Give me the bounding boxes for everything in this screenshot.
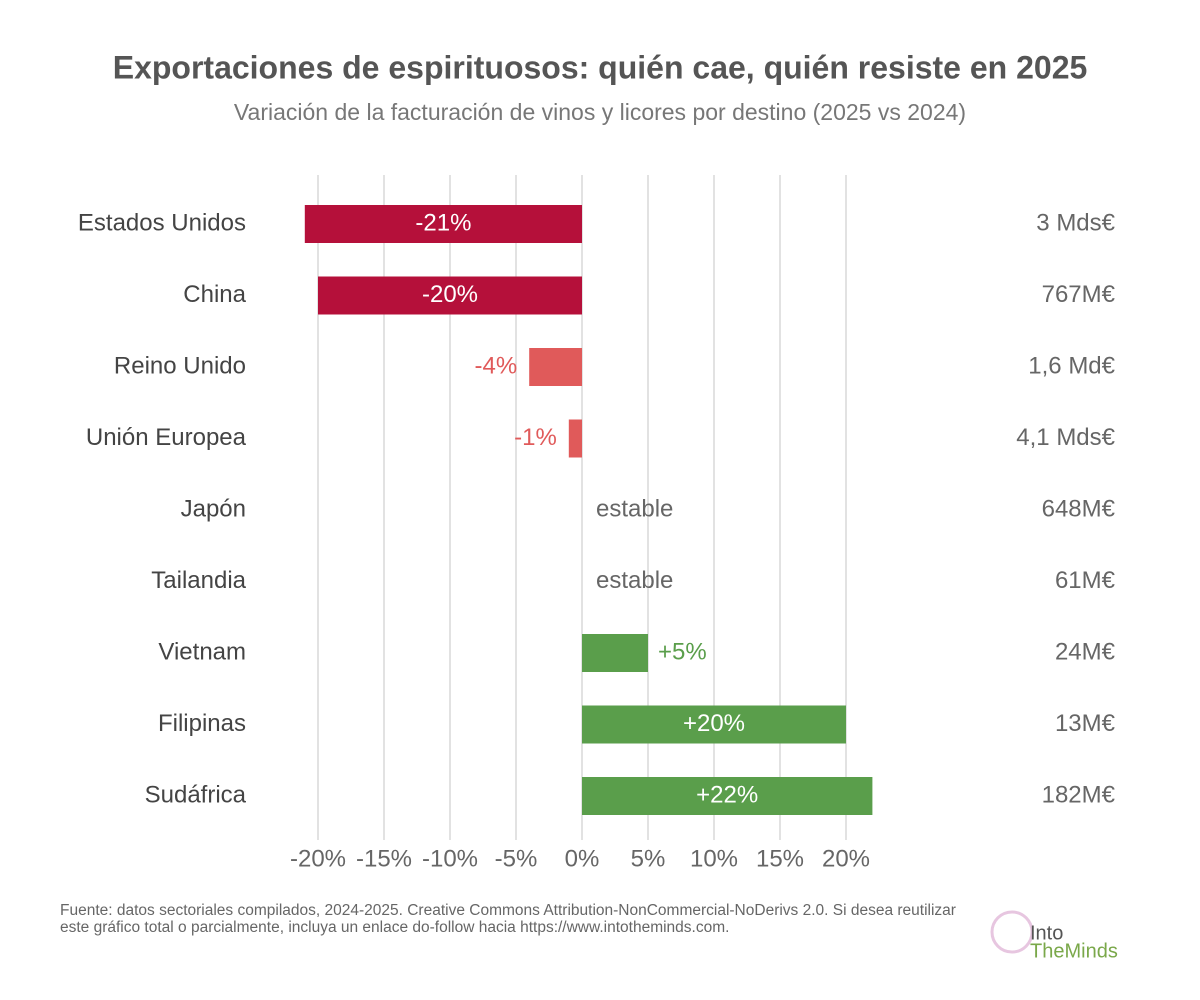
- revenue-label: 3 Mds€: [1036, 209, 1115, 236]
- category-label: Filipinas: [158, 710, 246, 737]
- category-label: Vietnam: [158, 638, 246, 665]
- bar: [529, 348, 582, 386]
- x-tick-label: -10%: [422, 845, 478, 872]
- logo-text: Into: [1030, 922, 1063, 944]
- x-tick-label: -20%: [290, 845, 346, 872]
- value-label: estable: [596, 495, 673, 522]
- revenue-label: 648M€: [1042, 495, 1116, 522]
- x-tick-label: -5%: [495, 845, 538, 872]
- chart-subtitle: Variación de la facturación de vinos y l…: [234, 99, 966, 125]
- x-tick-label: 0%: [565, 845, 600, 872]
- bar: [318, 276, 582, 315]
- category-label: Japón: [181, 495, 246, 522]
- category-label: Unión Europea: [86, 424, 247, 451]
- x-tick-label: 5%: [631, 845, 666, 872]
- bar: [568, 419, 582, 458]
- category-label: Reino Unido: [114, 352, 246, 379]
- value-label: -4%: [475, 352, 518, 379]
- chart-title: Exportaciones de espirituosos: quién cae…: [113, 49, 1088, 85]
- revenue-label: 767M€: [1042, 281, 1116, 308]
- logo-icon: [990, 910, 1034, 954]
- revenue-label: 61M€: [1055, 567, 1116, 594]
- bar: [582, 777, 873, 815]
- x-tick-label: 10%: [690, 845, 738, 872]
- value-label: -1%: [514, 424, 557, 451]
- category-label: Sudáfrica: [145, 781, 247, 808]
- x-tick-label: -15%: [356, 845, 412, 872]
- category-label: Estados Unidos: [78, 209, 246, 236]
- value-label: -20%: [422, 281, 478, 308]
- logo-text: TheMinds: [1030, 940, 1118, 962]
- category-label: Tailandia: [151, 567, 246, 594]
- bar: [582, 705, 846, 744]
- value-label: +22%: [696, 781, 758, 808]
- revenue-label: 4,1 Mds€: [1016, 424, 1115, 451]
- category-label: China: [183, 281, 246, 308]
- bar: [304, 205, 582, 243]
- revenue-label: 182M€: [1042, 781, 1116, 808]
- revenue-label: 13M€: [1055, 710, 1116, 737]
- x-tick-label: 20%: [822, 845, 870, 872]
- value-label: +5%: [658, 638, 707, 665]
- bar: [582, 634, 648, 672]
- value-label: -21%: [415, 209, 471, 236]
- value-label: +20%: [683, 710, 745, 737]
- x-tick-label: 15%: [756, 845, 804, 872]
- source-note: Fuente: datos sectoriales compilados, 20…: [60, 902, 956, 936]
- revenue-label: 1,6 Md€: [1028, 352, 1115, 379]
- value-label: estable: [596, 567, 673, 594]
- revenue-label: 24M€: [1055, 638, 1116, 665]
